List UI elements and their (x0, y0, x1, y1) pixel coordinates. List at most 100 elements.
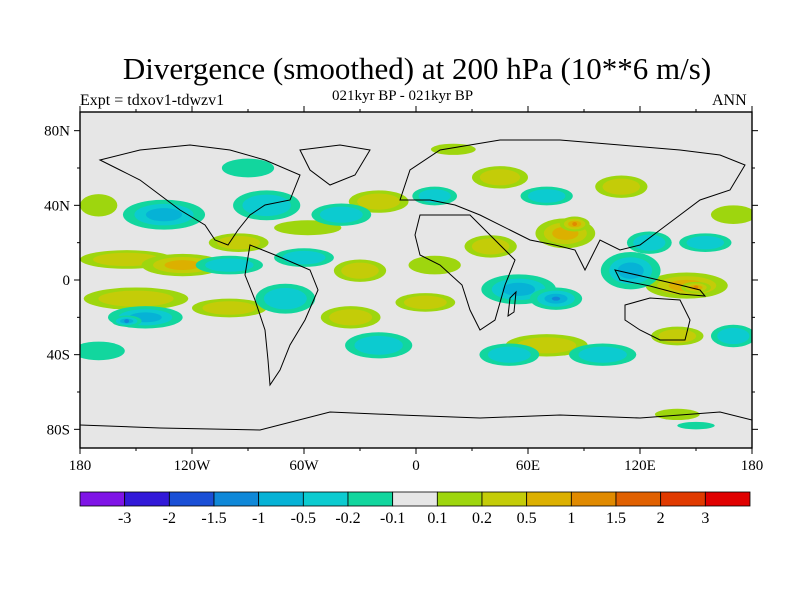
divergence-region (80, 341, 125, 361)
divergence-contour (282, 250, 326, 265)
colorbar-box (79, 491, 126, 507)
colorbar-box (526, 491, 572, 507)
divergence-region (679, 233, 732, 253)
x-tick-label: 0 (412, 458, 420, 474)
divergence-region (255, 283, 316, 314)
y-tick-label: 80N (44, 124, 70, 140)
divergence-region (529, 287, 583, 310)
y-tick-label: 0 (63, 273, 71, 289)
divergence-contour (329, 309, 373, 326)
chart-title: Divergence (smoothed) at 200 hPa (10**6 … (122, 51, 712, 86)
colorbar-box (347, 491, 394, 507)
colorbar-label: -2 (163, 510, 176, 527)
divergence-region (348, 190, 409, 213)
divergence-contour (98, 290, 174, 307)
divergence-region (520, 186, 573, 206)
divergence-region (569, 343, 637, 366)
colorbar-box (124, 491, 170, 507)
x-tick-label: 120E (624, 458, 656, 474)
y-tick-label: 40S (47, 348, 70, 364)
x-tick-label: 180 (69, 458, 92, 474)
divergence-contour (479, 169, 521, 186)
divergence-contour (710, 205, 752, 224)
divergence-contour (164, 260, 201, 270)
divergence-contour (654, 408, 700, 420)
divergence-region (559, 216, 590, 232)
x-tick-label: 60W (289, 458, 319, 474)
divergence-region (430, 143, 476, 155)
colorbar-box (392, 491, 438, 507)
divergence-region (274, 248, 334, 267)
x-tick-label: 60E (516, 458, 540, 474)
colorbar-label: 0.1 (427, 510, 447, 527)
coastline-eurasia (399, 139, 746, 272)
divergence-region (311, 203, 372, 226)
divergence-contour (686, 235, 725, 250)
colorbar-label: -0.2 (335, 510, 360, 527)
divergence-region (600, 251, 661, 290)
divergence-region (681, 281, 711, 294)
divergence-contour (80, 341, 125, 361)
divergence-region (472, 166, 528, 189)
divergence-contour (319, 206, 363, 223)
colorbar-label: 0.2 (472, 510, 492, 527)
colorbar-label: 3 (701, 510, 709, 527)
divergence-contour (205, 258, 254, 272)
divergence-contour (202, 301, 257, 315)
divergence-region (320, 306, 381, 329)
divergence-contour (242, 194, 291, 217)
divergence-region (111, 315, 142, 327)
colorbar-label: -1 (252, 510, 265, 527)
divergence-region (333, 259, 387, 282)
divergence-contour (487, 346, 531, 363)
divergence-field (80, 143, 752, 430)
divergence-region (80, 194, 118, 217)
coastline-north-america (98, 144, 301, 246)
period-label: 021kyr BP - 021kyr BP (332, 88, 474, 104)
divergence-region (464, 235, 517, 258)
divergence-contour (430, 143, 476, 155)
colorbar-label: 2 (657, 510, 665, 527)
colorbar-box (213, 491, 260, 507)
colorbar-label: 1 (567, 510, 575, 527)
x-tick-label: 120W (174, 458, 212, 474)
divergence-contour (274, 220, 342, 236)
divergence-contour (502, 282, 536, 296)
divergence-contour (354, 335, 403, 355)
divergence-region (395, 293, 456, 312)
divergence-region (710, 205, 752, 224)
colorbar-box (570, 491, 617, 507)
colorbar-label: 0.5 (517, 510, 537, 527)
divergence-contour (633, 234, 666, 251)
colorbar-box (302, 491, 349, 507)
divergence-region (654, 408, 700, 420)
colorbar-label: -3 (118, 510, 131, 527)
divergence-region (677, 421, 715, 430)
divergence-region (408, 255, 461, 275)
map-axes: 180 120W 60W 0 60E 120E 180 80N 40N 0 40S 80S (44, 106, 763, 474)
colorbar-box (660, 491, 706, 507)
colorbar-boxes (79, 491, 751, 507)
colorbar-box (615, 491, 662, 507)
divergence-region (626, 231, 672, 254)
colorbar-box (481, 491, 528, 507)
coastline-greenland (299, 144, 371, 186)
divergence-contour (717, 327, 750, 345)
divergence-contour (418, 189, 451, 203)
divergence-region (274, 220, 342, 236)
coastline-australia (624, 297, 691, 341)
coastlines (80, 139, 752, 431)
divergence-contour (145, 208, 183, 222)
divergence-contour (403, 295, 447, 310)
divergence-contour (602, 178, 641, 195)
divergence-region (412, 186, 458, 206)
divergence-region (595, 175, 648, 198)
divergence-contour (263, 287, 307, 310)
experiment-label: Expt = tdxov1-tdwzv1 (80, 92, 225, 109)
divergence-contour (221, 158, 275, 178)
y-tick-label: 40N (44, 198, 70, 214)
coastline-antarctica (80, 411, 752, 431)
colorbar-label: -0.1 (380, 510, 405, 527)
divergence-contour (357, 193, 401, 210)
y-tick-label: 80S (47, 422, 70, 438)
